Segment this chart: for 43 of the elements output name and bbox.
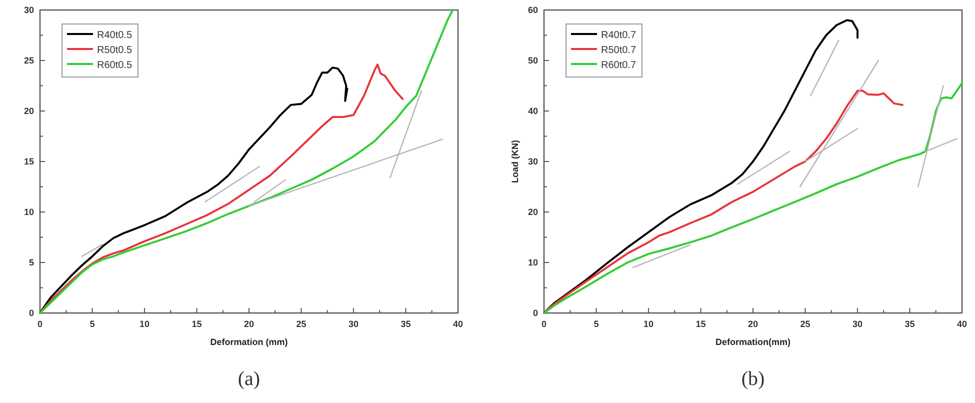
y-tick-label: 20 <box>528 207 538 217</box>
y-tick-label: 40 <box>528 106 538 116</box>
x-tick-label: 40 <box>956 319 968 329</box>
legend-label: R50t0.5 <box>97 45 132 56</box>
y-tick-label: 5 <box>28 258 34 268</box>
y-tick-label: 30 <box>528 156 538 166</box>
legend-label: R50t0.7 <box>601 45 636 56</box>
x-tick-label: 5 <box>90 319 95 329</box>
x-tick-label: 25 <box>800 319 810 329</box>
y-axis-title: Load (KN) <box>510 140 520 183</box>
y-tick-label: 30 <box>24 5 34 15</box>
legend-label: R40t0.7 <box>601 30 636 41</box>
legend-label: R60t0.7 <box>601 60 636 71</box>
text: (b) <box>741 368 765 390</box>
y-tick-label: 60 <box>528 5 538 15</box>
x-tick-label: 20 <box>244 319 254 329</box>
x-tick-label: 35 <box>904 319 915 329</box>
legend-label: R60t0.5 <box>97 60 132 71</box>
x-tick-label: 30 <box>348 319 359 329</box>
x-tick-label: 35 <box>400 319 411 329</box>
y-tick-label: 15 <box>24 156 34 166</box>
x-tick-label: 15 <box>192 319 202 329</box>
x-tick-label: 10 <box>139 319 150 329</box>
x-tick-label: 30 <box>852 319 863 329</box>
x-axis-title: Deformation (mm) <box>210 337 288 347</box>
y-tick-label: 20 <box>24 106 34 116</box>
x-tick-label: 5 <box>594 319 599 329</box>
y-tick-label: 0 <box>532 308 538 318</box>
x-tick-label: 0 <box>541 319 547 329</box>
y-tick-label: 25 <box>24 56 34 66</box>
x-tick-label: 0 <box>37 319 43 329</box>
x-tick-label: 40 <box>452 319 464 329</box>
x-tick-label: 10 <box>643 319 654 329</box>
y-tick-label: 0 <box>28 308 34 318</box>
text: (a) <box>238 368 260 390</box>
x-axis-title: Deformation(mm) <box>715 337 791 347</box>
y-tick-label: 10 <box>24 207 34 217</box>
x-tick-label: 25 <box>296 319 306 329</box>
y-tick-label: 10 <box>528 258 538 268</box>
legend-label: R40t0.5 <box>97 30 132 41</box>
x-tick-label: 20 <box>748 319 758 329</box>
y-tick-label: 50 <box>528 56 538 66</box>
x-tick-label: 15 <box>696 319 706 329</box>
